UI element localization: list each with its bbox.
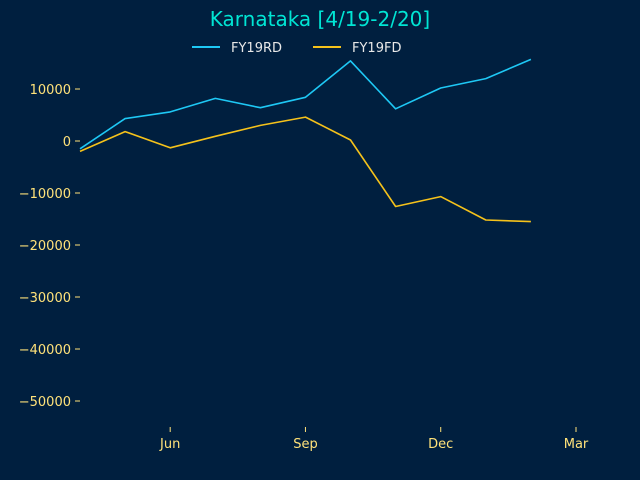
series-line-fy19fd <box>79 116 531 223</box>
y-tick-label: −50000 <box>19 395 71 410</box>
legend-label-fy19rd: FY19RD <box>231 41 282 56</box>
y-tick-label: 0 <box>63 135 71 150</box>
x-axis: Jun Sep Dec Mar <box>159 427 589 452</box>
y-tick-label: −30000 <box>19 291 71 306</box>
series-line-fy19rd <box>79 58 532 150</box>
x-tick-label: Mar <box>564 437 589 452</box>
x-tick-label: Sep <box>293 437 318 452</box>
y-axis: 10000 0 −10000 −20000 −30000 −40000 −50000 <box>19 83 80 410</box>
y-tick-label: 10000 <box>30 83 71 98</box>
series-layer <box>79 58 532 223</box>
legend: FY19RD FY19FD <box>192 41 401 56</box>
legend-label-fy19fd: FY19FD <box>352 41 401 56</box>
x-tick-label: Jun <box>159 437 180 452</box>
y-tick-label: −20000 <box>19 239 71 254</box>
x-tick-label: Dec <box>428 437 453 452</box>
y-tick-label: −40000 <box>19 343 71 358</box>
y-tick-label: −10000 <box>19 187 71 202</box>
chart-title: Karnataka [4/19-2/20] <box>210 7 430 31</box>
